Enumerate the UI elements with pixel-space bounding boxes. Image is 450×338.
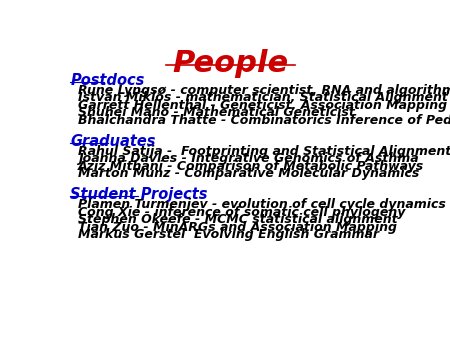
Text: Student Projects: Student Projects xyxy=(70,187,208,202)
Text: Bhalchandra Thatte - Combinatorics Inference of Pedigrees: Bhalchandra Thatte - Combinatorics Infer… xyxy=(78,114,450,127)
Text: Tian Zuo - MinARGs and Association Mapping: Tian Zuo - MinARGs and Association Mappi… xyxy=(78,221,397,234)
Text: Joanna Davies - Integrative Genomics of Asthma: Joanna Davies - Integrative Genomics of … xyxy=(78,152,418,165)
Text: Postdocs: Postdocs xyxy=(70,73,144,88)
Text: Plamen Turmenjev - evolution of cell cycle dynamics: Plamen Turmenjev - evolution of cell cyc… xyxy=(78,198,446,211)
Text: Istvan Miklos - mathematician, Statistical Alignment: Istvan Miklos - mathematician, Statistic… xyxy=(78,91,448,104)
Text: Shuhei Mano - Mathematical Geneticist: Shuhei Mano - Mathematical Geneticist xyxy=(78,106,355,119)
Text: Rune Lyngsø - computer scientist, RNA and algorithms: Rune Lyngsø - computer scientist, RNA an… xyxy=(78,84,450,97)
Text: Aziz Mithani - Comparison of Metabolic Pathways: Aziz Mithani - Comparison of Metabolic P… xyxy=(78,160,424,173)
Text: Cong Xie - inference of somatic cell phylogeny: Cong Xie - inference of somatic cell phy… xyxy=(78,206,405,219)
Text: Rahul Satija -  Footprinting and Statistical Alignment: Rahul Satija - Footprinting and Statisti… xyxy=(78,145,450,158)
Text: Markus Gerstel  Evolving English Grammar: Markus Gerstel Evolving English Grammar xyxy=(78,228,379,241)
Text: Marton Munz - Comparative Molecular Dynamics: Marton Munz - Comparative Molecular Dyna… xyxy=(78,167,419,180)
Text: Graduates: Graduates xyxy=(70,134,156,149)
Text: People: People xyxy=(172,49,289,78)
Text: Stephen Okeefe - MCMC statistical alignment: Stephen Okeefe - MCMC statistical alignm… xyxy=(78,213,397,226)
Text: Garrett Hellenthal - Geneticist, Association Mapping: Garrett Hellenthal - Geneticist, Associa… xyxy=(78,99,447,112)
